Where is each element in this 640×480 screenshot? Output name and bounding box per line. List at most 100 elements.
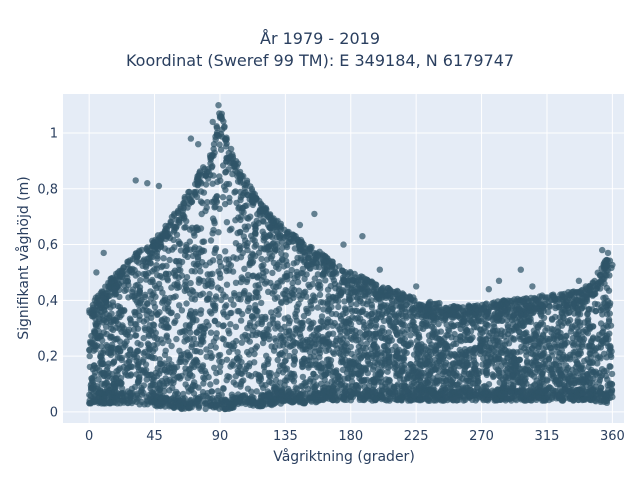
scatter-point xyxy=(579,365,586,373)
scatter-point xyxy=(435,320,442,328)
scatter-point xyxy=(596,376,603,384)
scatter-point xyxy=(504,322,511,329)
scatter-point xyxy=(340,318,347,325)
scatter-point xyxy=(197,310,204,317)
scatter-point xyxy=(159,339,166,347)
scatter-point xyxy=(280,342,287,349)
scatter-point xyxy=(284,288,291,295)
scatter-point xyxy=(586,324,594,332)
scatter-point xyxy=(458,349,465,356)
scatter-point xyxy=(202,262,209,269)
scatter-point xyxy=(160,255,167,262)
scatter-point xyxy=(95,376,102,383)
scatter-point xyxy=(170,236,177,244)
scatter-point xyxy=(336,326,343,333)
scatter-point xyxy=(393,352,400,359)
scatter-point xyxy=(605,316,613,323)
scatter-point xyxy=(550,291,557,298)
scatter-point xyxy=(238,358,245,366)
scatter-point xyxy=(151,282,159,289)
scatter-point xyxy=(497,330,504,337)
scatter-point xyxy=(176,347,183,354)
scatter-point xyxy=(477,330,484,338)
scatter-point xyxy=(316,291,324,298)
scatter-point xyxy=(115,345,122,352)
scatter-point xyxy=(281,315,288,322)
scatter-point xyxy=(552,332,560,340)
scatter-point xyxy=(212,293,220,300)
scatter-point xyxy=(232,279,240,286)
scatter-point xyxy=(437,328,445,335)
scatter-point xyxy=(258,255,265,263)
scatter-point xyxy=(186,371,194,379)
scatter-point xyxy=(416,360,423,368)
scatter-point xyxy=(354,370,362,378)
scatter-point xyxy=(175,238,182,245)
scatter-point xyxy=(104,363,111,371)
scatter-point xyxy=(160,380,167,387)
scatter-point xyxy=(403,314,410,321)
scatter-point xyxy=(572,376,579,384)
scatter-point xyxy=(339,366,347,373)
scatter-point xyxy=(290,260,297,267)
scatter-point xyxy=(312,373,320,380)
scatter-point xyxy=(140,334,147,342)
scatter-point xyxy=(238,339,245,346)
scatter-point xyxy=(396,318,403,326)
scatter-point xyxy=(222,256,230,263)
scatter-point xyxy=(216,173,223,180)
scatter-point xyxy=(556,366,563,373)
scatter-point xyxy=(596,369,603,377)
scatter-point xyxy=(405,341,412,348)
scatter-point xyxy=(329,349,337,356)
scatter-point xyxy=(117,380,124,387)
scatter-point xyxy=(221,200,229,208)
scatter-point xyxy=(198,248,205,256)
scatter-point xyxy=(366,323,373,330)
scatter-point xyxy=(279,278,286,285)
scatter-point xyxy=(237,317,245,324)
scatter-point xyxy=(200,380,207,387)
scatter-point xyxy=(275,311,282,318)
scatter-point xyxy=(144,299,151,307)
scatter-point xyxy=(136,300,143,307)
chart-title: År 1979 - 2019 xyxy=(260,29,380,48)
scatter-point xyxy=(347,305,354,312)
scatter-point xyxy=(393,383,400,390)
scatter-point xyxy=(380,343,388,350)
scatter-point xyxy=(414,348,421,355)
scatter-point xyxy=(171,281,178,288)
scatter-point xyxy=(484,362,492,369)
scatter-point xyxy=(388,346,396,354)
scatter-point xyxy=(274,294,281,301)
scatter-point xyxy=(252,241,260,248)
scatter-point xyxy=(290,338,297,345)
scatter-point xyxy=(173,258,180,265)
scatter-point xyxy=(233,199,240,207)
scatter-point xyxy=(560,351,567,359)
scatter-point xyxy=(277,325,284,333)
scatter-point xyxy=(216,270,224,278)
scatter-point xyxy=(134,325,142,332)
scatter-point xyxy=(219,335,226,342)
scatter-point xyxy=(451,330,458,338)
scatter-point xyxy=(597,344,605,351)
scatter-point xyxy=(218,296,225,304)
scatter-point xyxy=(395,312,402,320)
scatter-point xyxy=(203,204,210,211)
scatter-point xyxy=(215,321,222,328)
scatter-point xyxy=(181,338,188,345)
scatter-point xyxy=(265,336,273,343)
scatter-point xyxy=(136,284,144,291)
scatter-point xyxy=(432,350,440,357)
scatter-point xyxy=(149,354,156,361)
scatter-point xyxy=(228,309,235,317)
scatter-point xyxy=(368,317,376,325)
scatter-point xyxy=(317,299,325,306)
scatter-point xyxy=(266,250,273,257)
scatter-point xyxy=(346,295,353,302)
scatter-point xyxy=(487,354,494,361)
scatter-point xyxy=(385,329,393,336)
scatter-point xyxy=(252,282,259,289)
scatter-point xyxy=(187,279,194,287)
